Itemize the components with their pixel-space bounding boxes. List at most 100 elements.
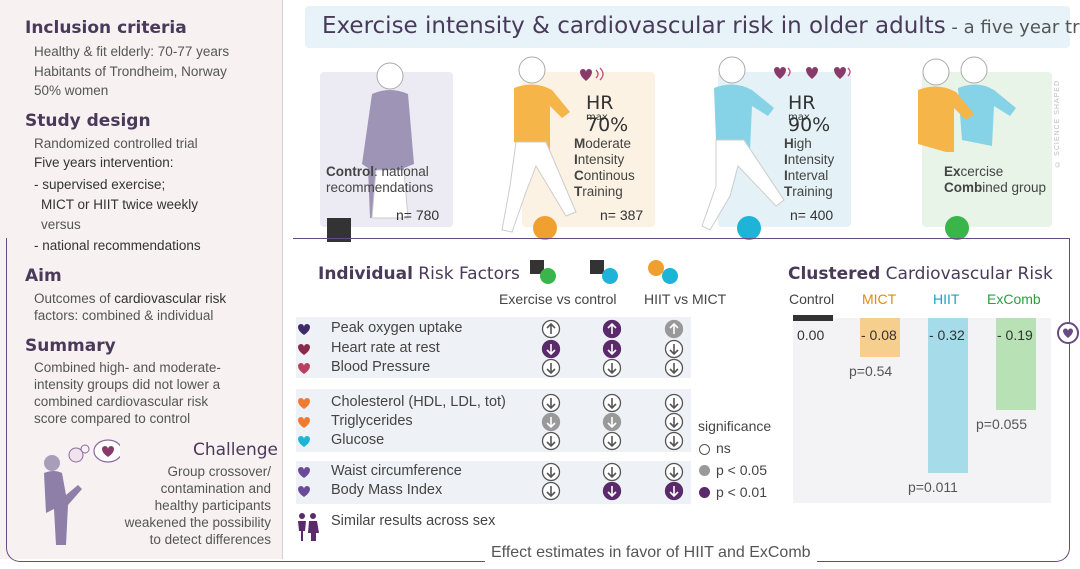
mict-desc: Moderate Intensity Continous Training [574, 136, 635, 199]
arrow-down-ns-icon [602, 431, 622, 451]
standing-person-icon [362, 62, 414, 219]
p01-dot-icon [699, 487, 710, 498]
heart-icon [298, 417, 310, 428]
risk-factor-label: Triglycerides [331, 413, 413, 429]
footer-text: Effect estimates in favor of HIIT and Ex… [485, 544, 817, 562]
excomb-card: Excercise Combined group [918, 56, 1052, 227]
risk-factor-label: Cholesterol (HDL, LDL, tot) [331, 394, 506, 410]
clustered-risk-title: Clustered Cardiovascular Risk [788, 264, 1053, 284]
excomb-desc: Excercise Combined group [944, 164, 1047, 195]
chart-value-label: - 0.32 [929, 327, 965, 343]
design-line: versus [41, 217, 81, 232]
title-bar [305, 6, 1070, 48]
design-line: - national recommendations [34, 238, 201, 253]
chart-category-label: Control [789, 291, 835, 307]
heart-icon [298, 324, 310, 335]
control-desc: Control: national recommendations [326, 164, 434, 195]
runner-icon [501, 56, 577, 233]
risk-factor-label: Blood Pressure [331, 359, 431, 375]
arrow-down-ns-icon [541, 358, 561, 378]
chart-p-value: p=0.055 [976, 416, 1027, 433]
arrow-down-ns-icon [541, 393, 561, 413]
excomb-circle-icon [540, 268, 556, 284]
heart-beat-icon [774, 67, 851, 79]
heart-icon [298, 486, 310, 497]
aim-line: Outcomes of cardiovascular risk [34, 291, 227, 306]
p05-dot-icon [699, 465, 710, 476]
chart-value-label: - 0.19 [997, 327, 1033, 343]
hiit-marker-icon [737, 216, 761, 240]
chart-p-value: p=0.54 [849, 362, 893, 379]
hiit-circle-icon [602, 268, 618, 284]
design-line: MICT or HIIT twice weekly [41, 197, 199, 212]
arrow-down-p01-icon [602, 339, 622, 359]
similar-results: Similar results across sex [331, 513, 496, 529]
design-line: - supervised exercise; [34, 177, 166, 192]
left-panel: Inclusion criteria Healthy & fit elderly… [0, 0, 283, 559]
row-group-bg [296, 461, 691, 504]
arrow-down-ns-icon [664, 462, 684, 482]
inclusion-line: Habitants of Trondheim, Norway [34, 64, 227, 79]
hiit-circle-icon [662, 268, 678, 284]
arrow-down-p01-icon [602, 481, 622, 501]
hiit-n: n= 400 [790, 207, 834, 223]
inclusion-heading: Inclusion criteria [25, 18, 187, 38]
heart-icon [298, 398, 310, 409]
arrow-down-p05-icon [541, 412, 561, 432]
thinking-person-icon [44, 439, 120, 545]
ns-dot-icon [699, 444, 710, 455]
inclusion-line: 50% women [34, 83, 109, 98]
arrow-down-ns-icon [541, 431, 561, 451]
heart-badge-icon [1057, 322, 1079, 344]
inclusion-line: Healthy & fit elderly: 70-77 years [34, 44, 230, 59]
arrow-down-ns-icon [541, 462, 561, 482]
arrow-down-ns-icon [664, 393, 684, 413]
chart-value-label: 0.00 [797, 327, 825, 343]
summary-line: score compared to control [34, 411, 191, 426]
p01-label: p < 0.01 [716, 484, 767, 500]
control-n: n= 780 [396, 207, 440, 223]
heart-icon [298, 467, 310, 478]
arrow-up-p01-icon [602, 319, 622, 339]
col-exercise-vs-control: Exercise vs control [499, 291, 617, 307]
significance-heading: significance [698, 418, 772, 434]
chart-category-label: HIIT [933, 291, 960, 307]
arrow-down-p01-icon [664, 481, 684, 501]
arrow-down-ns-icon [664, 339, 684, 359]
arrow-down-ns-icon [664, 431, 684, 451]
heart-beat-icon [580, 67, 604, 81]
arrow-down-ns-icon [664, 412, 684, 432]
row-group-bg [296, 317, 691, 378]
frame-top-line [773, 238, 1070, 239]
aim-heading: Aim [25, 266, 62, 286]
mict-card: HR 70% max Moderate Intensity Continous T… [501, 56, 655, 233]
hiit-hr: HR 90% max [788, 92, 831, 136]
arrow-down-ns-icon [602, 462, 622, 482]
chart-category-label: MICT [862, 291, 897, 307]
mict-circle-icon [648, 260, 664, 276]
design-line: Randomized controlled trial [34, 136, 198, 151]
credit-text: © SCIENCE SHAPED [1054, 80, 1061, 167]
chart-bar [793, 315, 833, 321]
risk-factor-label: Glucose [331, 432, 385, 448]
arrow-down-p05-icon [602, 412, 622, 432]
chart-bar [996, 318, 1036, 411]
mict-hr: HR 70% max [586, 92, 629, 136]
arrow-up-p05-icon [664, 319, 684, 339]
people-icon [298, 513, 319, 541]
two-runners-icon [918, 56, 1016, 152]
control-card: Control: national recommendations n= 780 [320, 62, 453, 227]
arrow-down-p01-icon [541, 339, 561, 359]
arrow-down-ns-icon [602, 393, 622, 413]
chart-p-value: p=0.011 [908, 479, 958, 495]
hiit-card: HR 90% max High Intensity Interval Traini… [701, 56, 851, 231]
design-line: Five years intervention: [34, 155, 174, 170]
risk-factor-label: Heart rate at rest [331, 340, 440, 356]
mict-marker-icon [533, 216, 557, 240]
challenge-heading: Challenge [193, 440, 278, 460]
chart-bar [928, 318, 968, 473]
mict-n: n= 387 [600, 207, 644, 223]
runner-icon [701, 56, 785, 231]
heart-icon [298, 344, 310, 355]
summary-heading: Summary [25, 336, 116, 356]
